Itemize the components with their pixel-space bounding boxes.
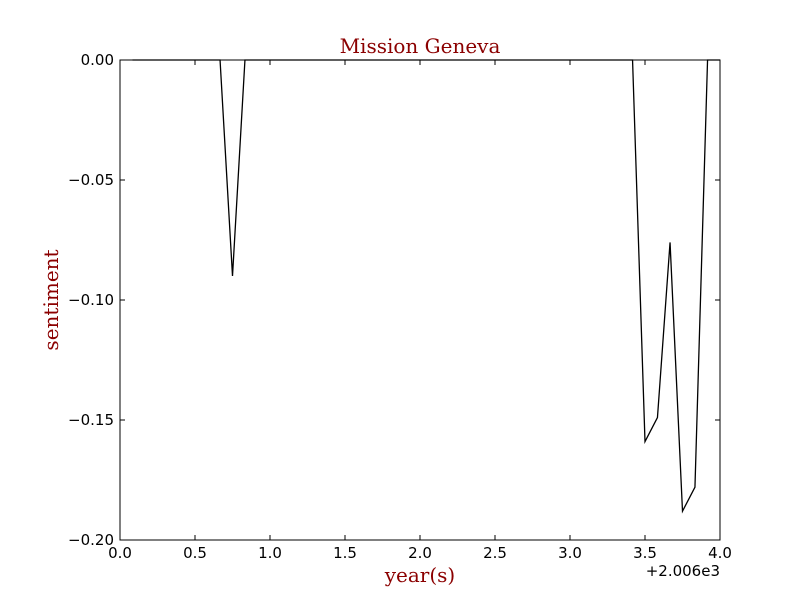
y-axis-label: sentiment bbox=[39, 249, 63, 350]
x-tick-label: 1.0 bbox=[258, 544, 282, 562]
plot-frame bbox=[119, 59, 721, 541]
x-tick-label: 3.0 bbox=[558, 544, 582, 562]
y-tick-label: −0.10 bbox=[68, 291, 114, 309]
chart-title: Mission Geneva bbox=[340, 34, 501, 58]
x-tick-label: 1.5 bbox=[333, 544, 357, 562]
y-tick-label: 0.00 bbox=[81, 51, 114, 69]
x-tick-label: 4.0 bbox=[708, 544, 732, 562]
y-tick-label: −0.20 bbox=[68, 531, 114, 549]
x-tick-label: 3.5 bbox=[633, 544, 657, 562]
x-axis-label: year(s) bbox=[384, 563, 456, 587]
axis-ticks: 0.0 0.5 1.0 1.5 2.0 2.5 3.0 3.5 4.0 0.00 −0.05 −0.1… bbox=[68, 51, 732, 562]
x-tick-label: 2.5 bbox=[483, 544, 507, 562]
x-tick-label: 0.5 bbox=[183, 544, 207, 562]
x-axis-offset-label: +2.006e3 bbox=[646, 562, 720, 580]
x-tick-label: 0.0 bbox=[108, 544, 132, 562]
series-line bbox=[132, 59, 720, 514]
y-tick-label: −0.05 bbox=[68, 171, 114, 189]
y-tick-label: −0.15 bbox=[68, 411, 114, 429]
plot-area bbox=[132, 59, 720, 514]
x-tick-label: 2.0 bbox=[408, 544, 432, 562]
